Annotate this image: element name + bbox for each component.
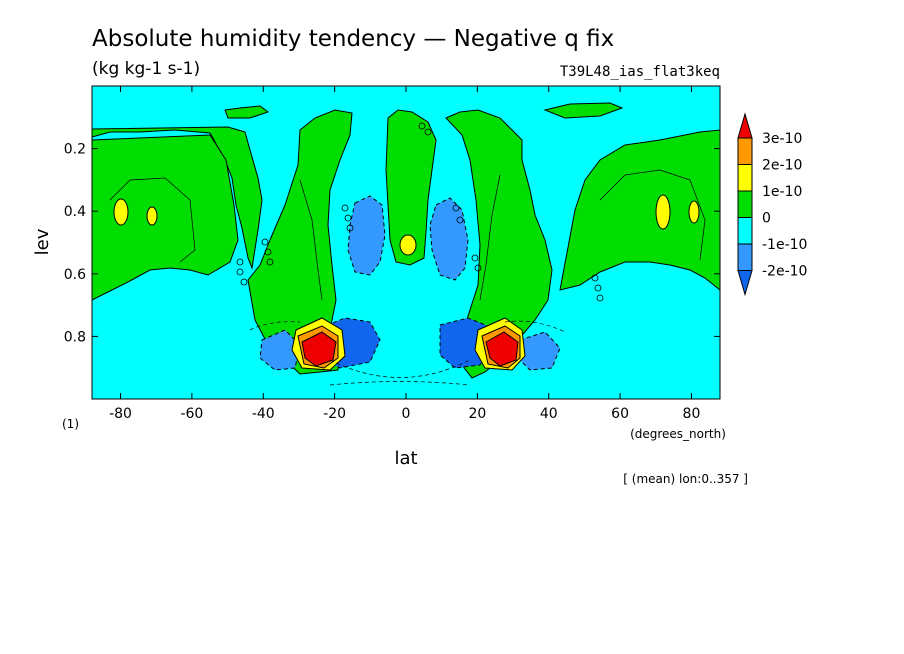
colorbar-band [737,190,753,218]
x-axis-ticks: -80 -60 -40 -20 0 20 40 60 80 [109,86,700,422]
y-tick-label: 0.6 [64,267,86,283]
colorbar-band [737,217,753,245]
colorbar: 3e-10 2e-10 1e-10 0 -1e-10 -2e-10 [737,112,807,297]
colorbar-band [737,137,753,165]
run-label: T39L48_ias_flat3keq [560,64,720,80]
contour-plot-area [91,85,721,400]
loop-9 [346,224,354,232]
colorbar-label: -2e-10 [762,264,807,280]
colorbar-label: 1e-10 [762,184,802,200]
loop-11 [424,128,432,136]
red-patch-nh-core [485,331,519,367]
yellow-patch-nh-polar-1 [655,194,671,230]
x-axis-label: lat [394,448,417,469]
contour-line-3 [299,179,323,301]
small-contour-loops [236,122,604,302]
contour-line-5 [329,359,471,378]
loop-5 [264,248,272,256]
loop-16 [596,294,604,302]
contour-lines [109,169,706,386]
contour-line-6 [329,381,471,386]
loop-15 [594,284,602,292]
loop-10 [418,122,426,130]
x-tick-label: -80 [109,406,132,422]
chart-title: Absolute humidity tendency — Negative q … [92,26,614,52]
x-tick-label: 20 [468,406,486,422]
positive-maxima [113,194,700,371]
contour-line-7 [249,321,301,331]
contour-line-8 [504,320,566,333]
mean-note: [ (mean) lon:0..357 ] [623,472,748,486]
blue-regions [259,195,561,371]
x-tick-label: -40 [252,406,275,422]
colorbar-band [737,164,753,192]
figure-number: (1) [62,417,79,431]
loop-3 [240,278,248,286]
colorbar-top-arrow [737,112,753,139]
x-tick-label: -60 [180,406,203,422]
loop-6 [266,258,274,266]
loop-2 [236,268,244,276]
loop-12 [471,254,479,262]
y-tick-label: 0.2 [64,142,86,158]
yellow-patch-sh-polar-1 [113,198,129,226]
yellow-patch-nh-polar-2 [688,200,700,224]
green-region-nh-subtropics [445,109,553,379]
colorbar-label: -1e-10 [762,237,807,253]
yellow-patch-sh-polar-2 [146,206,158,226]
yellow-patch-equator [399,234,417,256]
loop-13 [474,264,482,272]
contour-line-4 [479,174,501,301]
loop-18 [456,216,464,224]
contour-line-2 [599,169,706,261]
contour-line-1 [109,177,196,263]
loop-8 [344,214,352,222]
chart-units: (kg kg-1 s-1) [92,59,200,79]
blue-region-sh-low-left [259,329,301,371]
x-tick-label: 80 [683,406,701,422]
y-axis-label: lev [32,228,53,255]
colorbar-band [737,243,753,271]
x-tick-label: 0 [402,406,411,422]
green-region-top-right [543,102,624,119]
red-patch-sh-core [301,331,337,367]
green-region-equator [385,109,437,266]
colorbar-label: 0 [762,211,771,227]
green-region-sh-subtropics [247,109,353,375]
y-tick-label: 0.8 [64,329,86,345]
y-axis-ticks: 0.2 0.4 0.6 0.8 [64,142,720,345]
colorbar-label: 3e-10 [762,131,802,147]
green-region-top-left [224,105,270,119]
x-axis-units: (degrees_north) [630,427,726,441]
x-tick-label: 60 [611,406,629,422]
loop-17 [452,204,460,212]
loop-7 [341,204,349,212]
blue-region-nh-mid [429,197,469,281]
loop-1 [236,258,244,266]
blue-region-sh-mid [347,195,386,276]
x-tick-label: -20 [323,406,346,422]
x-tick-label: 40 [540,406,558,422]
green-regions [91,102,721,379]
green-region-sh-polar [91,134,239,301]
loop-14 [591,274,599,282]
colorbar-label: 2e-10 [762,158,802,174]
colorbar-bottom-arrow [737,270,753,297]
y-tick-label: 0.4 [64,204,86,220]
loop-4 [261,238,269,246]
